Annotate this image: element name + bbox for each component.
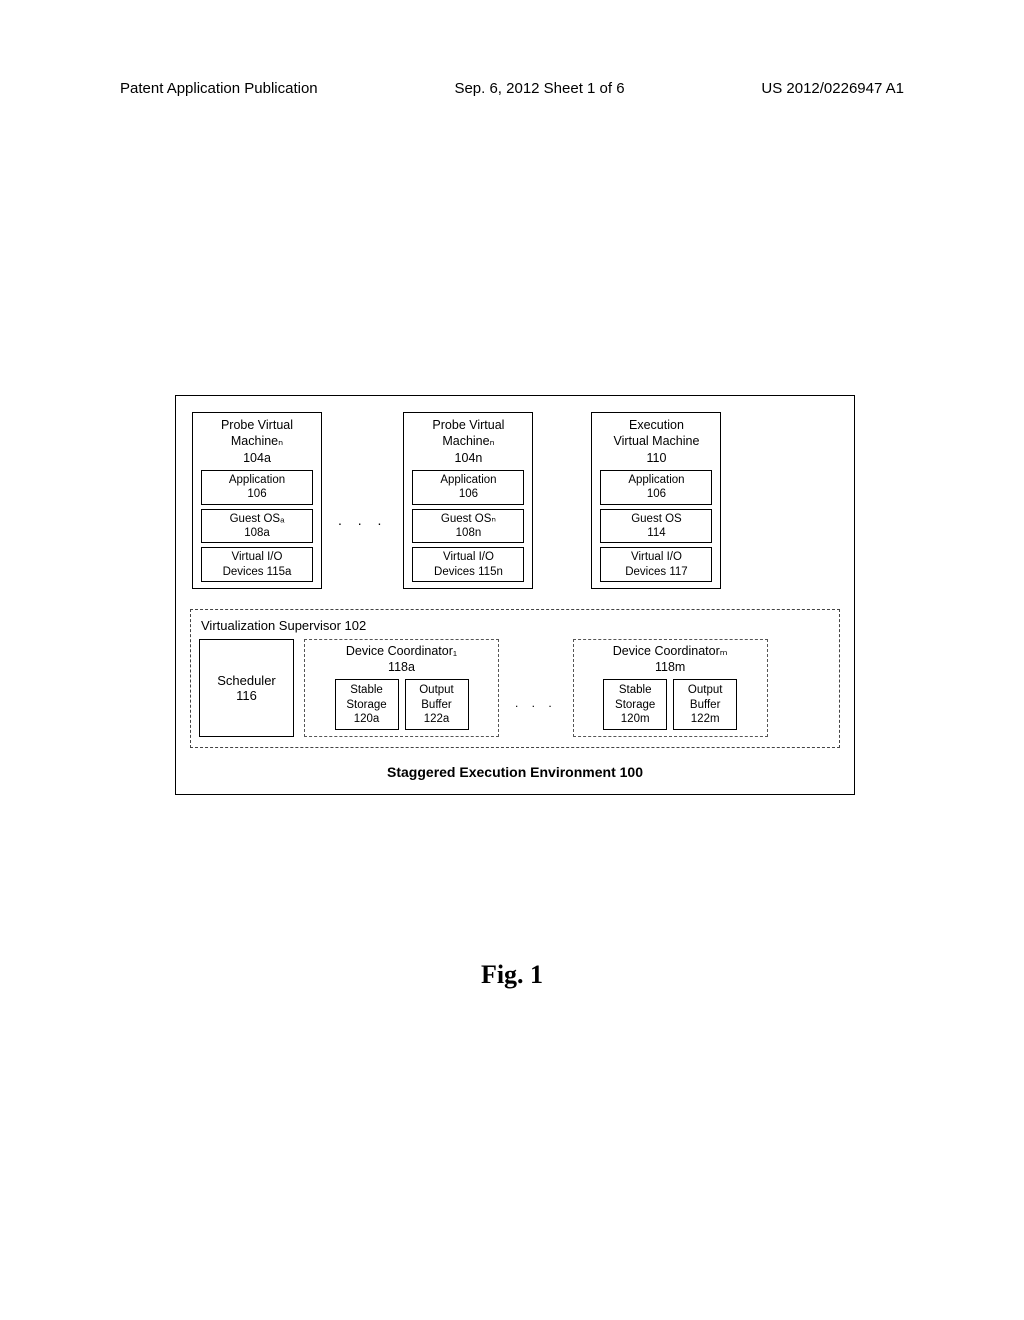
coordinator-m-stable-l2: Storage — [615, 699, 655, 711]
coordinator-1: Device Coordinator₁ 118a Stable Storage … — [304, 639, 499, 737]
execution-vm-app-l2: 106 — [647, 488, 666, 500]
execution-vm-title: Execution Virtual Machine 110 — [596, 417, 716, 466]
probe-vm-n: Probe Virtual Machineₙ 104n Application … — [403, 412, 533, 589]
coordinator-m-output-l2: Buffer — [690, 699, 720, 711]
probe-vm-n-title-l1: Probe Virtual — [432, 418, 504, 432]
header-right: US 2012/0226947 A1 — [761, 80, 904, 97]
environment-label: Staggered Execution Environment 100 — [186, 764, 844, 780]
coordinator-1-output-l3: 122a — [424, 713, 450, 725]
probe-vm-n-os-l1: Guest OSₙ — [441, 513, 496, 525]
figure-caption: Fig. 1 — [0, 960, 1024, 990]
execution-vm-title-l1: Execution — [629, 418, 684, 432]
probe-vm-a-title-l2: Machineₙ — [231, 434, 283, 448]
probe-vm-n-app-l1: Application — [440, 474, 496, 486]
probe-vm-n-io: Virtual I/O Devices 115n — [412, 547, 524, 582]
coordinator-1-stable-l2: Storage — [346, 699, 386, 711]
execution-vm-io: Virtual I/O Devices 117 — [600, 547, 712, 582]
execution-vm-os-l2: 114 — [647, 527, 665, 539]
coordinator-1-output-l1: Output — [419, 684, 454, 696]
vm-ellipsis-1: . . . — [322, 512, 403, 528]
scheduler-l2: 116 — [236, 688, 257, 703]
probe-vm-a-app-l1: Application — [229, 474, 285, 486]
coordinator-m-stable-l1: Stable — [619, 684, 652, 696]
coordinator-ellipsis: . . . — [509, 696, 563, 710]
coordinator-m-output-l3: 122m — [691, 713, 720, 725]
execution-vm-app-l1: Application — [628, 474, 684, 486]
execution-vm-io-l1: Virtual I/O — [631, 551, 682, 563]
probe-vm-a-io: Virtual I/O Devices 115a — [201, 547, 313, 582]
probe-vm-a-title: Probe Virtual Machineₙ 104a — [197, 417, 317, 466]
execution-vm-title-l3: 110 — [646, 451, 666, 465]
coordinator-m-output-l1: Output — [688, 684, 723, 696]
probe-vm-a: Probe Virtual Machineₙ 104a Application … — [192, 412, 322, 589]
coordinator-m-title: Device Coordinatorₘ 118m — [580, 644, 761, 675]
probe-vm-n-os: Guest OSₙ 108n — [412, 509, 524, 544]
execution-vm-io-l2: Devices 117 — [625, 566, 687, 578]
supervisor-label: Virtualization Supervisor 102 — [201, 618, 831, 633]
coordinator-1-output: Output Buffer 122a — [405, 679, 469, 730]
probe-vm-n-title-l3: 104n — [455, 451, 483, 465]
coordinator-m: Device Coordinatorₘ 118m Stable Storage … — [573, 639, 768, 737]
header-center: Sep. 6, 2012 Sheet 1 of 6 — [454, 80, 624, 97]
probe-vm-a-os-l2: 108a — [244, 527, 270, 539]
coordinator-1-title: Device Coordinator₁ 118a — [311, 644, 492, 675]
page-root: Patent Application Publication Sep. 6, 2… — [0, 0, 1024, 1320]
execution-vm-title-l2: Virtual Machine — [613, 434, 699, 448]
page-header: Patent Application Publication Sep. 6, 2… — [0, 80, 1024, 97]
execution-vm-os-l1: Guest OS — [631, 513, 682, 525]
probe-vm-n-io-l1: Virtual I/O — [443, 551, 494, 563]
execution-vm-os: Guest OS 114 — [600, 509, 712, 544]
probe-vm-a-app: Application 106 — [201, 470, 313, 505]
scheduler-l1: Scheduler — [217, 673, 276, 688]
coordinator-m-stable-l3: 120m — [621, 713, 650, 725]
header-left: Patent Application Publication — [120, 80, 318, 97]
probe-vm-n-title-l2: Machineₙ — [442, 434, 494, 448]
supervisor-box: Virtualization Supervisor 102 Scheduler … — [190, 609, 840, 748]
coordinator-1-stable: Stable Storage 120a — [335, 679, 399, 730]
probe-vm-a-app-l2: 106 — [247, 488, 266, 500]
coordinator-m-inner-row: Stable Storage 120m Output Buffer 122m — [580, 679, 761, 730]
execution-vm-app: Application 106 — [600, 470, 712, 505]
scheduler-box: Scheduler 116 — [199, 639, 294, 737]
coordinator-m-output: Output Buffer 122m — [673, 679, 737, 730]
probe-vm-a-io-l2: Devices 115a — [223, 566, 292, 578]
execution-vm: Execution Virtual Machine 110 Applicatio… — [591, 412, 721, 589]
coordinator-1-output-l2: Buffer — [421, 699, 451, 711]
coordinator-m-title-l2: 118m — [655, 660, 685, 674]
coordinator-1-title-l1: Device Coordinator₁ — [346, 644, 457, 658]
probe-vm-a-io-l1: Virtual I/O — [232, 551, 283, 563]
environment-box: Probe Virtual Machineₙ 104a Application … — [175, 395, 855, 795]
probe-vm-n-app: Application 106 — [412, 470, 524, 505]
probe-vm-n-app-l2: 106 — [459, 488, 478, 500]
probe-vm-a-os: Guest OSₐ 108a — [201, 509, 313, 544]
coordinator-m-title-l1: Device Coordinatorₘ — [613, 644, 728, 658]
probe-vm-a-title-l3: 104a — [243, 451, 271, 465]
coordinator-1-title-l2: 118a — [388, 660, 415, 674]
probe-vm-n-title: Probe Virtual Machineₙ 104n — [408, 417, 528, 466]
coordinator-m-stable: Stable Storage 120m — [603, 679, 667, 730]
coordinator-1-inner-row: Stable Storage 120a Output Buffer 122a — [311, 679, 492, 730]
coordinator-1-stable-l3: 120a — [354, 713, 380, 725]
probe-vm-n-os-l2: 108n — [456, 527, 482, 539]
supervisor-row: Scheduler 116 Device Coordinator₁ 118a S… — [199, 639, 831, 737]
probe-vm-n-io-l2: Devices 115n — [434, 566, 503, 578]
vm-row: Probe Virtual Machineₙ 104a Application … — [186, 408, 844, 599]
probe-vm-a-os-l1: Guest OSₐ — [230, 513, 285, 525]
coordinator-1-stable-l1: Stable — [350, 684, 383, 696]
probe-vm-a-title-l1: Probe Virtual — [221, 418, 293, 432]
